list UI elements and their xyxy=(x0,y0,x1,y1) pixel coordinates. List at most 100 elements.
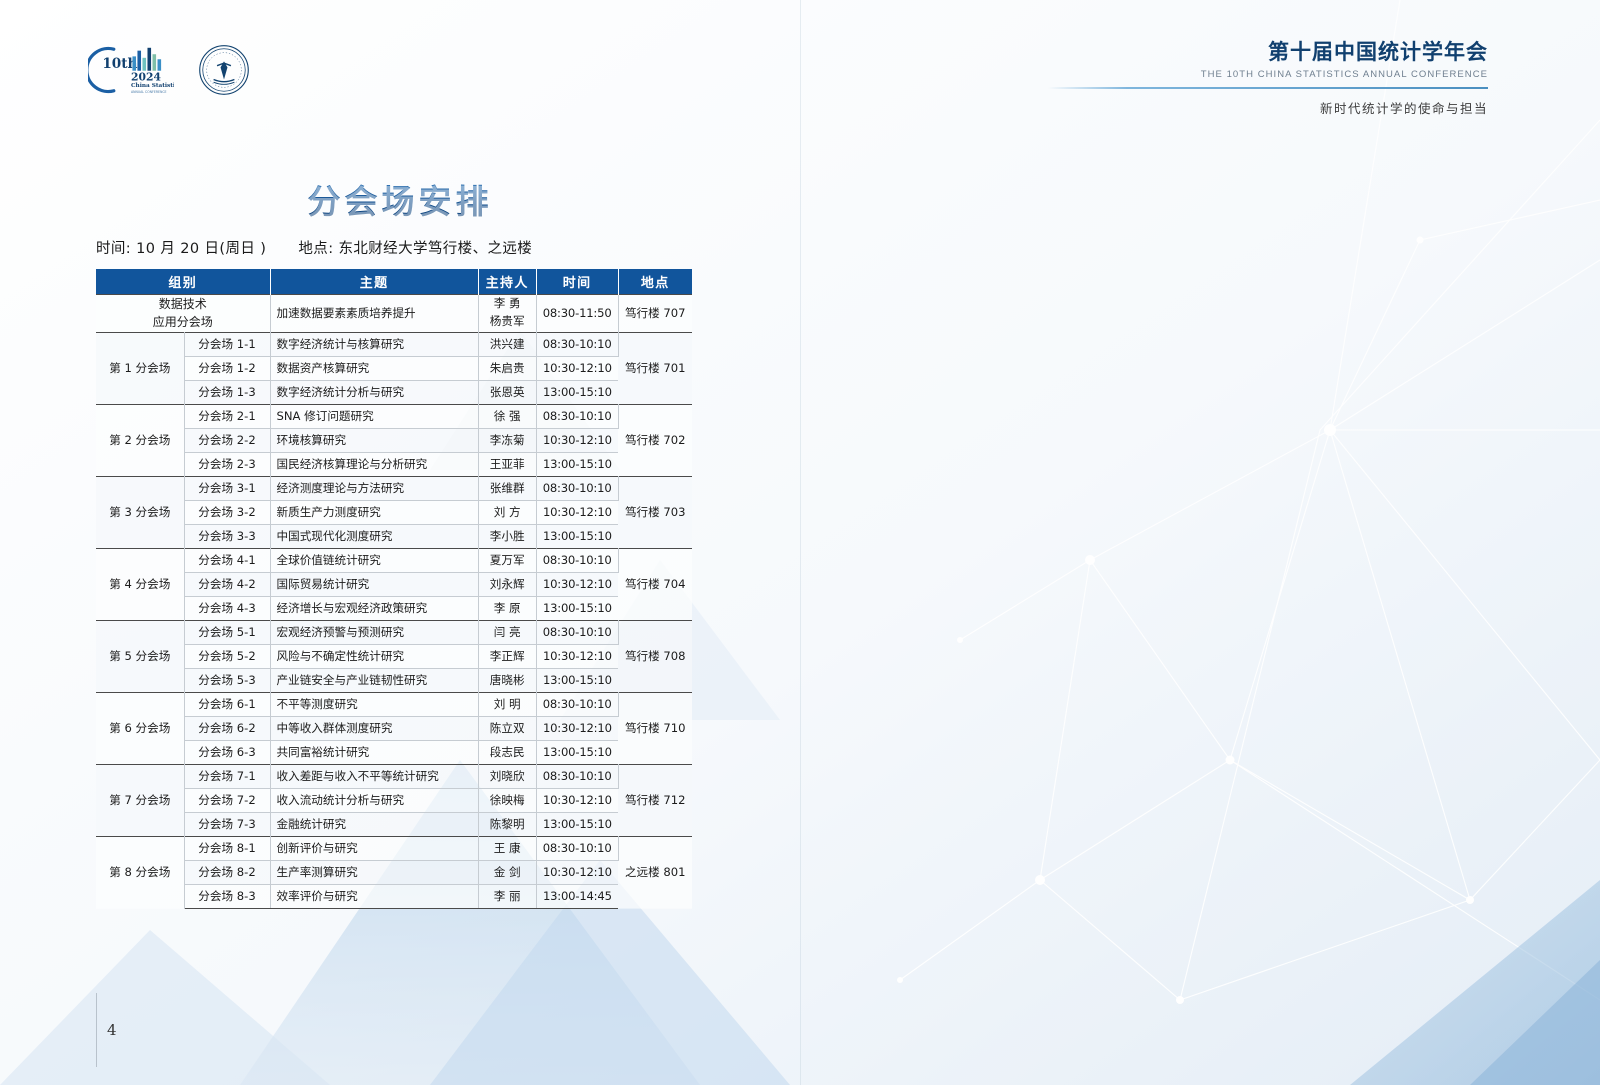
cell-subsession: 分会场 3-3 xyxy=(184,523,271,549)
table-row: 分会场 7-2 收入流动统计分析与研究 徐映梅 10:30-12:10 xyxy=(96,787,692,813)
cell-topic: 收入差距与收入不平等统计研究 xyxy=(270,763,479,789)
conference-subtitle-cn: 新时代统计学的使命与担当 xyxy=(1319,100,1488,116)
cell-host: 李 勇杨贵军 xyxy=(478,293,537,333)
cell-topic: 金融统计研究 xyxy=(270,811,479,837)
cell-place: 笃行楼 707 xyxy=(618,293,692,333)
table-row: 分会场 2-2 环境核算研究 李冻菊 10:30-12:10 xyxy=(96,427,692,453)
cell-time: 08:30-10:10 xyxy=(536,547,619,573)
cell-place: 笃行楼 702 xyxy=(618,403,692,477)
table-row: 第 8 分会场 分会场 8-1 创新评价与研究王 康 08:30-10:10 之远楼 8… xyxy=(96,835,692,909)
cell-subsession: 分会场 3-2 xyxy=(184,499,271,525)
cell-time: 08:30-10:10 xyxy=(536,763,619,789)
table-row: 第 2 分会场 分会场 2-1 SNA 修订问题研究徐 强 08:30-10:10 笃行… xyxy=(96,403,692,477)
cell-group: 第 1 分会场 xyxy=(96,331,185,405)
cell-time: 13:00-15:10 xyxy=(536,811,618,837)
cell-host: 李冻菊 xyxy=(478,427,537,453)
cell-subsession: 分会场 6-3 xyxy=(184,739,271,765)
cell-subsession: 分会场 4-1 xyxy=(184,547,271,573)
cell-topic: 中国式现代化测度研究 xyxy=(270,523,479,549)
cell-host: 朱启贵 xyxy=(478,355,537,381)
cell-time: 10:30-12:10 xyxy=(536,715,618,741)
table-row: 第 7 分会场 分会场 7-1 收入差距与收入不平等统计研究 刘晓欣 08:30-10:… xyxy=(96,763,692,837)
table-row: 第 3 分会场 分会场 3-1 经济测度理论与方法研究 张维群 08:30-10:10 笃… xyxy=(96,475,692,549)
cell-subsession: 分会场 5-2 xyxy=(184,643,271,669)
cell-place: 笃行楼 703 xyxy=(618,475,692,549)
cell-time: 08:30-11:50 xyxy=(536,293,619,333)
cell-host: 李小胜 xyxy=(478,523,537,549)
table-row: 分会场 8-3 效率评价与研究李 丽 13:00-14:45 xyxy=(96,883,692,909)
cell-topic: 不平等测度研究 xyxy=(270,691,479,717)
cell-topic: 数字经济统计分析与研究 xyxy=(270,379,479,405)
cell-group: 第 7 分会场 xyxy=(96,763,185,837)
cell-subsession: 分会场 1-3 xyxy=(184,379,271,405)
cell-group: 第 5 分会场 xyxy=(96,619,185,693)
cell-subsession: 分会场 2-2 xyxy=(184,427,271,453)
cell-host: 徐 强 xyxy=(478,403,537,429)
conference-header: 第十届中国统计学年会 THE 10TH CHINA STATISTICS ANN… xyxy=(1048,40,1488,117)
cell-host: 李正辉 xyxy=(478,643,537,669)
cell-topic: 国际贸易统计研究 xyxy=(270,571,479,597)
left-schedule-table-wrapper: 组别 主题 主持人 时间 地点 数据技术 应用分会场 加速数据要素素质培养提升李 勇… xyxy=(96,269,692,909)
cell-subsession: 分会场 7-3 xyxy=(184,811,271,837)
cell-subsession: 分会场 7-2 xyxy=(184,787,271,813)
session-time-label: 时间: 10 月 20 日(周日 ) xyxy=(96,241,267,257)
left-schedule-table: 组别 主题 主持人 时间 地点 数据技术 应用分会场 加速数据要素素质培养提升李 勇… xyxy=(96,269,692,909)
university-seal-icon xyxy=(198,44,250,96)
cell-time: 13:00-15:10 xyxy=(536,379,618,405)
cell-subsession: 分会场 5-3 xyxy=(184,667,271,693)
cell-topic: 经济测度理论与方法研究 xyxy=(270,475,479,501)
cell-time: 08:30-10:10 xyxy=(536,835,619,861)
table-row: 分会场 2-3 国民经济核算理论与分析研究 王亚菲 13:00-15:10 xyxy=(96,451,692,477)
cell-topic: 数据资产核算研究 xyxy=(270,355,479,381)
cell-subsession: 分会场 8-3 xyxy=(184,883,271,909)
cell-topic: 数字经济统计与核算研究 xyxy=(270,331,479,357)
cell-time: 08:30-10:10 xyxy=(536,403,619,429)
cell-subsession: 分会场 1-1 xyxy=(184,331,271,357)
cell-place: 之远楼 801 xyxy=(618,835,692,909)
cell-time: 08:30-10:10 xyxy=(536,691,619,717)
cell-topic: 生产率测算研究 xyxy=(270,859,479,885)
cell-host: 夏万军 xyxy=(478,547,537,573)
cell-subsession: 分会场 1-2 xyxy=(184,355,271,381)
cell-place: 笃行楼 704 xyxy=(618,547,692,621)
table-row: 第 6 分会场 分会场 6-1 不平等测度研究刘 明 08:30-10:10 笃行楼 7… xyxy=(96,691,692,765)
cell-topic: 宏观经济预警与预测研究 xyxy=(270,619,479,645)
cell-topic: 产业链安全与产业链韧性研究 xyxy=(270,667,479,693)
cell-topic: 加速数据要素素质培养提升 xyxy=(270,293,479,333)
cell-host: 唐晓彬 xyxy=(478,667,537,693)
cell-subsession: 分会场 5-1 xyxy=(184,619,271,645)
table-row: 数据技术 应用分会场 加速数据要素素质培养提升李 勇杨贵军 08:30-11:50 笃行… xyxy=(96,293,692,333)
cell-topic: 环境核算研究 xyxy=(270,427,479,453)
table-row: 第 5 分会场 分会场 5-1 宏观经济预警与预测研究闫 亮 08:30-10:10 笃… xyxy=(96,619,692,693)
table-header-row: 组别 主题 主持人 时间 地点 xyxy=(96,269,692,294)
cell-host: 金 剑 xyxy=(478,859,537,885)
cell-topic: 效率评价与研究 xyxy=(270,883,479,909)
cell-time: 13:00-15:10 xyxy=(536,595,618,621)
col-header-group: 组别 xyxy=(96,269,271,294)
cell-host: 王 康 xyxy=(478,835,537,861)
cell-subsession: 分会场 6-1 xyxy=(184,691,271,717)
cell-topic: 经济增长与宏观经济政策研究 xyxy=(270,595,479,621)
cell-time: 13:00-15:10 xyxy=(536,667,618,693)
cell-host: 刘永辉 xyxy=(478,571,537,597)
cell-subsession: 分会场 8-2 xyxy=(184,859,271,885)
page-number-left: 4 xyxy=(107,1021,117,1039)
cell-time: 13:00-14:45 xyxy=(536,883,618,909)
cell-host: 刘 方 xyxy=(478,499,537,525)
cell-subsession: 分会场 7-1 xyxy=(184,763,271,789)
cell-group: 第 8 分会场 xyxy=(96,835,185,909)
cell-host: 刘 明 xyxy=(478,691,537,717)
cell-topic: 共同富裕统计研究 xyxy=(270,739,479,765)
cell-time: 10:30-12:10 xyxy=(536,859,618,885)
cell-place: 笃行楼 701 xyxy=(618,331,692,405)
cell-group: 第 4 分会场 xyxy=(96,547,185,621)
cell-subsession: 分会场 3-1 xyxy=(184,475,271,501)
page-left: 分会场安排 时间: 10 月 20 日(周日 ) 地点: 东北财经大学笃行楼、之… xyxy=(96,182,692,1067)
cell-subsession: 分会场 2-3 xyxy=(184,451,271,477)
session-place-label: 地点: 东北财经大学笃行楼、之远楼 xyxy=(298,241,533,257)
cell-subsession: 分会场 2-1 xyxy=(184,403,271,429)
conference-logo-icon: 10th 2024 China Statistics ANNUAL CONFER… xyxy=(85,42,182,98)
cell-host: 段志民 xyxy=(478,739,537,765)
col-header-time: 时间 xyxy=(536,269,619,294)
cell-host: 李 丽 xyxy=(478,883,537,909)
